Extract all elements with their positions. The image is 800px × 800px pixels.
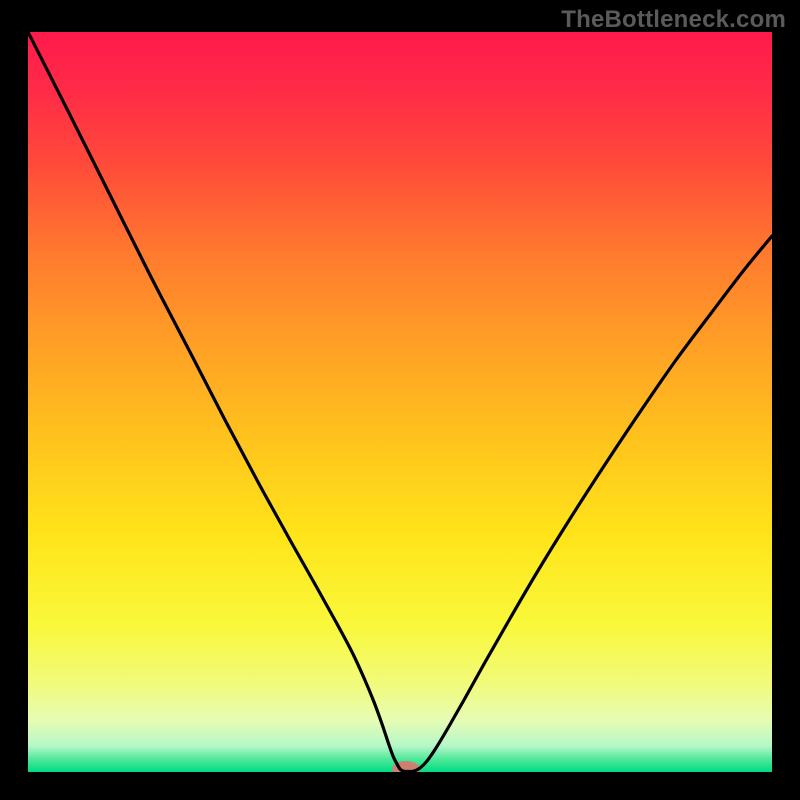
bottleneck-chart: [0, 0, 800, 800]
watermark-text: TheBottleneck.com: [561, 6, 786, 34]
plot-background-gradient: [28, 32, 772, 772]
chart-container: TheBottleneck.com: [0, 0, 800, 800]
